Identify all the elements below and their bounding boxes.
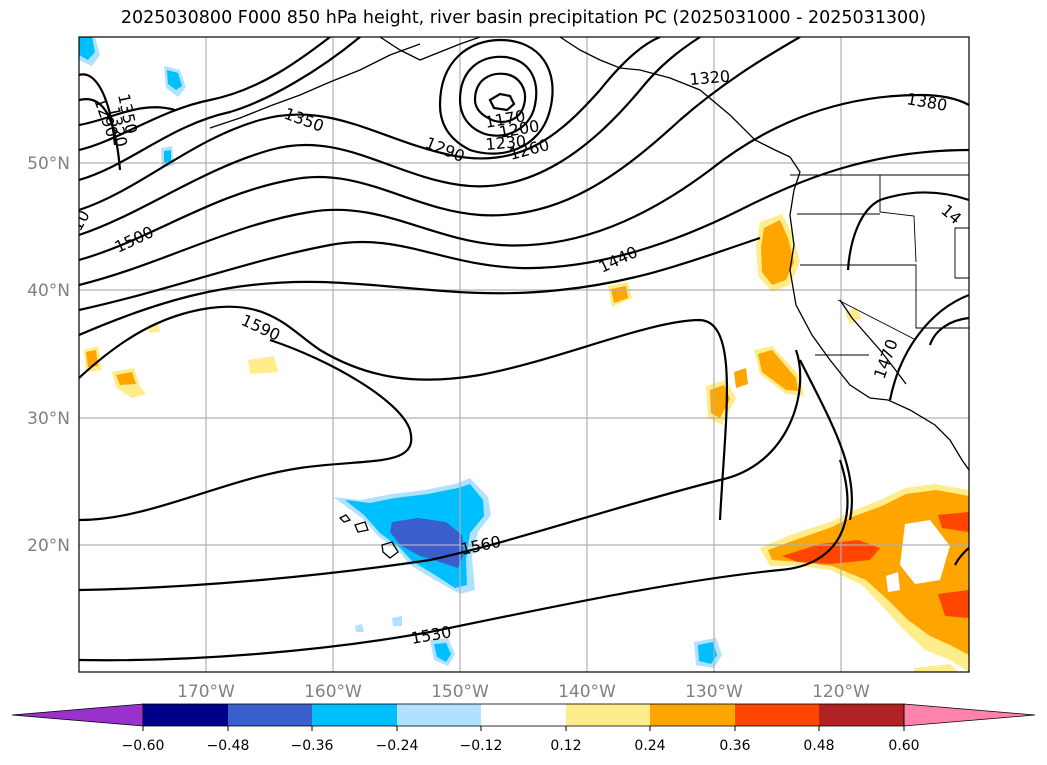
map-frame: [78, 36, 970, 673]
contour-label: 1590: [238, 310, 283, 344]
colorbar-ticks: [142, 726, 905, 731]
colorbar-segment: [143, 704, 228, 726]
colorbar-tick-label: 0.12: [550, 738, 581, 754]
colorbar-tick-labels: −0.60 −0.48 −0.36 −0.24 −0.12 0.12 0.24 …: [122, 738, 920, 754]
longitude-labels: 170°W 160°W 150°W 140°W 130°W 120°W: [177, 682, 870, 702]
lon-label-160w: 160°W: [304, 682, 362, 702]
colorbar-segment: [650, 704, 735, 726]
colorbar-segment: [566, 704, 650, 726]
contour-label: 1440: [596, 242, 641, 276]
colorbar-tick-label: −0.12: [460, 738, 503, 754]
lon-label-140w: 140°W: [558, 682, 616, 702]
lat-label-50n: 50°N: [27, 154, 70, 174]
colorbar-tick-label: −0.36: [291, 738, 334, 754]
colorbar: −0.60 −0.48 −0.36 −0.24 −0.12 0.12 0.24 …: [11, 703, 1036, 754]
lon-label-150w: 150°W: [431, 682, 489, 702]
map-title: 2025030800 F000 850 hPa height, river ba…: [120, 8, 927, 28]
contour-label: 10: [67, 207, 94, 234]
colorbar-segment: [481, 704, 566, 726]
colorbar-segment: [735, 704, 819, 726]
lat-label-30n: 30°N: [27, 409, 70, 429]
colorbar-tick-label: 0.36: [719, 738, 750, 754]
colorbar-segment: [312, 704, 397, 726]
coastlines: [209, 37, 969, 559]
colorbar-tick-label: 0.24: [634, 738, 665, 754]
colorbar-tick-label: −0.24: [376, 738, 419, 754]
colorbar-outline: [142, 703, 905, 727]
contour-label: 1350: [282, 104, 327, 136]
lon-label-170w: 170°W: [177, 682, 235, 702]
lon-label-120w: 120°W: [812, 682, 870, 702]
contour-label: 1230: [485, 132, 527, 154]
colorbar-tick-label: 0.60: [888, 738, 919, 754]
contour-label: 1380: [905, 89, 948, 115]
colorbar-tick-label: 0.48: [803, 738, 834, 754]
colorbar-segment: [397, 704, 481, 726]
colorbar-segment: [819, 704, 904, 726]
height-contours: [79, 37, 969, 662]
colorbar-extend-high: [903, 703, 1036, 727]
precip-shading: [79, 37, 969, 672]
colorbar-tick-label: −0.60: [122, 738, 165, 754]
contour-label: 1500: [112, 222, 157, 256]
colorbar-extend-low: [11, 703, 144, 727]
colorbar-tick-label: −0.48: [207, 738, 250, 754]
lat-label-40n: 40°N: [27, 281, 70, 301]
lon-label-130w: 130°W: [685, 682, 743, 702]
contour-label: 1290: [423, 133, 468, 166]
contour-label: 14: [937, 201, 965, 229]
contour-label-group: 1350 1320 1290 1350 1290 1170 1200 1230 …: [67, 67, 965, 648]
latitude-labels: 50°N 40°N 30°N 20°N: [27, 154, 70, 556]
contour-label: 1320: [689, 67, 731, 89]
colorbar-segment: [228, 704, 312, 726]
lat-label-20n: 20°N: [27, 536, 70, 556]
map-area: 1350 1320 1290 1350 1290 1170 1200 1230 …: [67, 37, 969, 672]
